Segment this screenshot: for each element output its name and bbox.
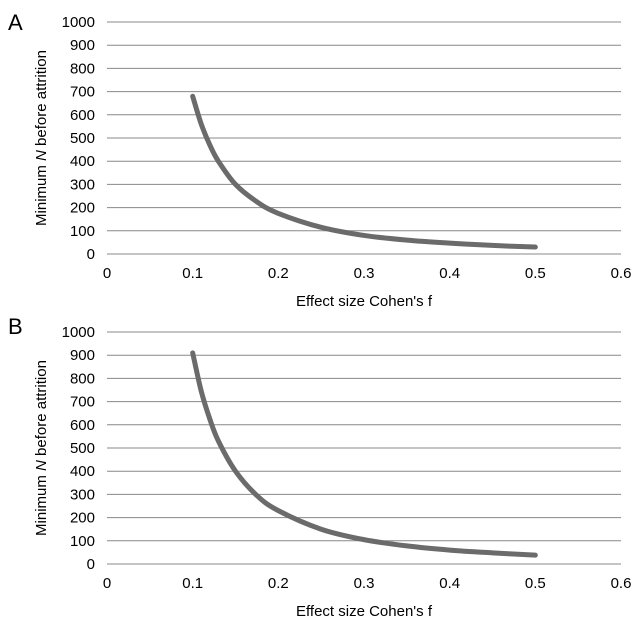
- y-tick-label: 400: [70, 463, 95, 480]
- y-tick-label: 500: [70, 440, 95, 457]
- y-tick-label: 1000: [62, 14, 95, 31]
- y-tick-label: 700: [70, 84, 95, 101]
- y-tick-label: 100: [70, 533, 95, 550]
- chart-panel-a: A 0 100 200 300 400 500 600 700 800 900 1000 0 0.1 0.2…: [8, 10, 631, 310]
- x-tick-label: 0.4: [439, 575, 460, 592]
- y-tick-label: 200: [70, 510, 95, 527]
- series-line: [190, 93, 538, 250]
- x-tick-label: 0.1: [182, 575, 203, 592]
- y-axis-title-prefix: Minimum: [33, 161, 50, 226]
- y-axis-title-variable: N: [33, 150, 50, 161]
- x-tick-label: 0: [103, 575, 111, 592]
- y-axis-title-variable: N: [33, 460, 50, 471]
- y-axis-title-prefix: Minimum: [33, 471, 50, 536]
- y-tick-label: 300: [70, 486, 95, 503]
- y-axis-title-suffix: before attrition: [33, 360, 50, 460]
- y-tick-label: 0: [87, 246, 95, 263]
- y-axis-title-suffix: before attrition: [33, 50, 50, 150]
- x-tick-label: 0.3: [354, 265, 375, 282]
- series-line: [190, 350, 538, 558]
- x-tick-label: 0.2: [268, 575, 289, 592]
- y-tick-label: 900: [70, 37, 95, 54]
- y-tick-label: 100: [70, 223, 95, 240]
- y-tick-label: 600: [70, 107, 95, 124]
- x-axis-title: Effect size Cohen's f: [296, 603, 433, 620]
- y-tick-label: 500: [70, 130, 95, 147]
- x-tick-label: 0.5: [525, 265, 546, 282]
- y-tick-label: 200: [70, 200, 95, 217]
- y-axis-title: Minimum N before attrition: [33, 50, 50, 226]
- x-tick-label: 0.2: [268, 265, 289, 282]
- y-tick-label: 600: [70, 417, 95, 434]
- x-tick-label: 0.6: [611, 575, 632, 592]
- y-tick-label: 300: [70, 176, 95, 193]
- x-tick-label: 0.6: [611, 265, 632, 282]
- y-tick-label: 700: [70, 394, 95, 411]
- panel-label: A: [8, 10, 23, 35]
- y-tick-label: 800: [70, 60, 95, 77]
- x-tick-label: 0.5: [525, 575, 546, 592]
- y-tick-label: 400: [70, 153, 95, 170]
- panel-label: B: [8, 314, 23, 339]
- x-tick-label: 0.1: [182, 265, 203, 282]
- x-tick-label: 0.3: [354, 575, 375, 592]
- x-tick-label: 0.4: [439, 265, 460, 282]
- y-axis-title: Minimum N before attrition: [33, 360, 50, 536]
- y-tick-label: 800: [70, 370, 95, 387]
- y-tick-label: 1000: [62, 324, 95, 341]
- y-tick-label: 900: [70, 347, 95, 364]
- chart-panel-b: B 0 100 200 300 400 500 600 700 800 900 1000 0 0.1 0.2…: [8, 314, 631, 620]
- x-tick-label: 0: [103, 265, 111, 282]
- x-axis-title: Effect size Cohen's f: [296, 293, 433, 310]
- y-tick-label: 0: [87, 556, 95, 573]
